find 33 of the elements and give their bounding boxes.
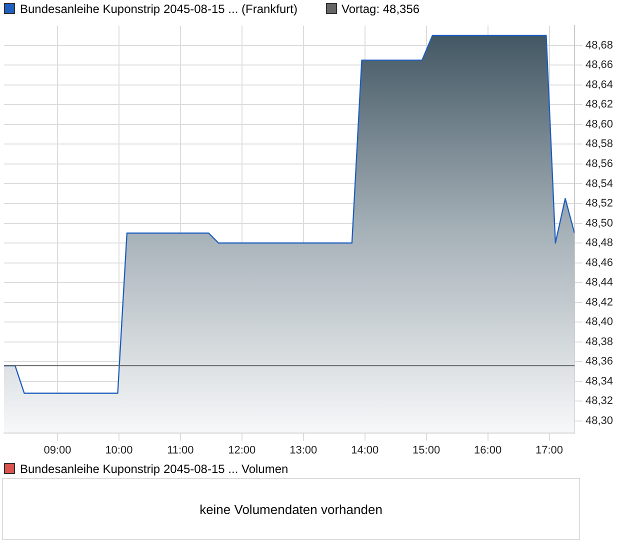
- y-tick-label: 48,38: [585, 336, 614, 348]
- y-tick-label: 48,68: [585, 39, 614, 52]
- y-tick-label: 48,50: [585, 217, 614, 230]
- y-tick-label: 48,30: [585, 414, 614, 427]
- y-tick-label: 48,58: [585, 138, 614, 150]
- x-tick-label: 12:00: [228, 444, 256, 456]
- x-tick-label: 10:00: [105, 444, 133, 456]
- y-tick-label: 48,32: [585, 395, 614, 408]
- y-tick-label: 48,66: [585, 59, 614, 72]
- x-tick-label: 16:00: [474, 444, 502, 456]
- y-tick-label: 48,60: [585, 118, 614, 130]
- y-tick-label: 48,42: [585, 296, 614, 308]
- y-tick-label: 48,64: [585, 78, 614, 91]
- legend-label: Vortag: 48,356: [342, 2, 420, 16]
- x-tick-label: 11:00: [167, 444, 194, 456]
- legend-label: Bundesanleihe Kuponstrip 2045-08-15 ... (Frankfurt): [20, 2, 298, 16]
- y-tick-label: 48,56: [585, 158, 614, 170]
- x-tick-label: 13:00: [290, 444, 318, 456]
- y-tick-label: 48,54: [585, 178, 614, 190]
- y-tick-label: 48,62: [585, 98, 614, 111]
- x-tick-label: 17:00: [536, 444, 564, 456]
- y-tick-label: 48,48: [585, 237, 614, 250]
- x-tick-label: 09:00: [44, 444, 72, 456]
- text: keine Volumendaten vorhanden: [200, 502, 382, 516]
- y-tick-label: 48,40: [585, 316, 614, 328]
- y-tick-label: 48,34: [585, 375, 614, 388]
- y-tick-label: 48,44: [585, 276, 614, 289]
- x-tick-label: 15:00: [412, 444, 440, 456]
- legend-label: Bundesanleihe Kuponstrip 2045-08-15 ... Volumen: [20, 462, 288, 476]
- x-tick-label: 14:00: [351, 444, 379, 456]
- y-tick-label: 48,36: [585, 356, 614, 368]
- y-tick-label: 48,46: [585, 256, 614, 269]
- y-tick-label: 48,52: [585, 198, 614, 210]
